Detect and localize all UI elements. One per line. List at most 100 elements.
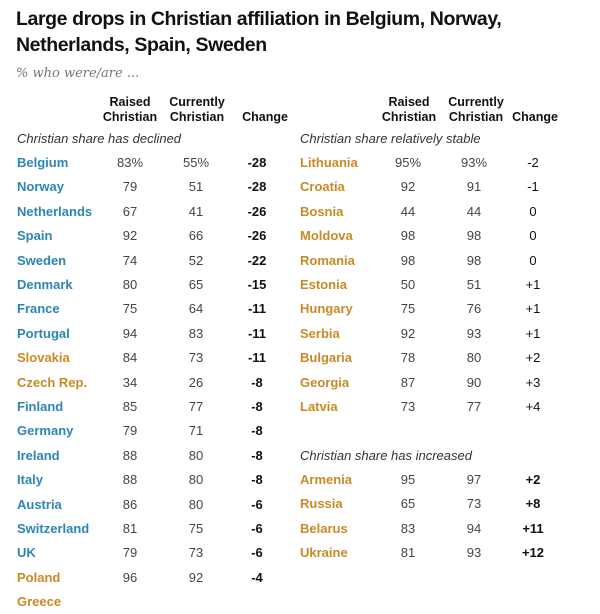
- currently-christian-value: 94: [466, 520, 482, 536]
- currently-christian-value: 97: [466, 472, 482, 487]
- country-name: Lithuania: [300, 155, 358, 170]
- change-value: -26: [247, 228, 267, 244]
- currently-christian-value: 80: [188, 496, 204, 512]
- raised-christian-value: 92: [400, 179, 416, 195]
- change-value: 0: [529, 228, 537, 244]
- section-label-increased: Christian share has increased: [300, 448, 472, 463]
- table-row: Netherlands 67 41 -26: [17, 200, 297, 224]
- change-value: +1: [525, 301, 541, 317]
- raised-christian-value: 73: [400, 399, 416, 414]
- raised-christian-value: 98: [400, 228, 416, 244]
- change-value: +11: [522, 520, 544, 536]
- change-value: -28: [247, 179, 267, 195]
- currently-christian-value: 52: [188, 252, 204, 268]
- country-name: Latvia: [300, 399, 338, 414]
- change-value: +4: [525, 399, 541, 414]
- currently-christian-value: 64: [188, 301, 204, 317]
- table-row: Sweden 74 52 -22: [17, 249, 297, 273]
- country-name: Romania: [300, 252, 355, 268]
- table-row: Spain 92 66 -26: [17, 224, 297, 248]
- currently-christian-value: 73: [188, 545, 204, 561]
- table-row: Italy 88 80 -8: [17, 468, 297, 492]
- table-row: Ireland 88 80 -8: [17, 444, 297, 468]
- raised-christian-value: 44: [400, 203, 416, 219]
- table-row: France 75 64 -11: [17, 297, 297, 321]
- section-label-stable: Christian share relatively stable: [300, 131, 481, 146]
- currently-christian-value: 83: [188, 325, 204, 341]
- change-value: -4: [251, 569, 263, 585]
- table-row: Croatia 92 91 -1: [300, 175, 580, 199]
- change-value: -22: [247, 252, 267, 268]
- raised-christian-value: 88: [122, 472, 138, 488]
- change-value: -6: [251, 521, 263, 536]
- currently-christian-value: 65: [188, 277, 204, 292]
- currently-christian-value: 77: [188, 399, 204, 414]
- currently-christian-value: 93: [466, 325, 482, 341]
- table-row: Slovakia 84 73 -11: [17, 346, 297, 370]
- country-name: Slovakia: [17, 350, 70, 366]
- header-raised-line2: Christian: [102, 110, 158, 124]
- change-value: -8: [251, 472, 263, 488]
- table-row: Serbia 92 93 +1: [300, 322, 580, 346]
- country-name: Czech Rep.: [17, 374, 88, 390]
- country-name: Armenia: [300, 472, 353, 487]
- currently-christian-value: 93: [466, 545, 482, 561]
- raised-christian-value: 81: [400, 545, 416, 561]
- table-row: Poland 96 92 -4: [17, 566, 297, 590]
- raised-christian-value: 74: [122, 252, 138, 268]
- raised-christian-value: 75: [400, 301, 416, 317]
- country-name: Spain: [17, 228, 53, 244]
- country-name: Ireland: [17, 447, 60, 463]
- country-name: Austria: [17, 496, 62, 512]
- currently-christian-value: 73: [466, 496, 482, 512]
- chart-title: Large drops in Christian affiliation in …: [16, 8, 502, 56]
- change-value: -11: [247, 325, 267, 341]
- header-current-left: Currently Christian: [163, 95, 231, 125]
- raised-christian-value: 84: [122, 350, 138, 366]
- table-row: Ukraine 81 93 +12: [300, 541, 580, 565]
- table-row: UK 79 73 -6: [17, 541, 297, 565]
- change-value: -8: [251, 447, 263, 463]
- currently-christian-value: 41: [188, 203, 204, 219]
- header-current-line2: Christian: [169, 110, 225, 124]
- raised-christian-value: 79: [122, 179, 138, 195]
- currently-christian-value: 73: [188, 350, 204, 366]
- raised-christian-value: 67: [122, 203, 138, 219]
- country-name: Moldova: [300, 228, 353, 244]
- change-value: -6: [251, 496, 263, 512]
- table-row: Denmark 80 65 -15: [17, 273, 297, 297]
- change-value: -8: [251, 399, 263, 414]
- header-current-right: Currently Christian: [442, 95, 510, 125]
- raised-christian-value: 79: [122, 423, 138, 439]
- currently-christian-value: 80: [466, 350, 482, 366]
- change-value: -8: [251, 374, 263, 390]
- header-raised-left: Raised Christian: [100, 95, 160, 125]
- currently-christian-value: 91: [466, 179, 482, 195]
- raised-christian-value: 92: [122, 228, 138, 244]
- currently-christian-value: 26: [188, 374, 204, 390]
- header-current-line1: Currently: [169, 95, 225, 109]
- currently-christian-value: 51: [188, 179, 204, 195]
- header-current-line2: Christian: [448, 110, 504, 124]
- raised-christian-value: 83: [400, 520, 416, 536]
- raised-christian-value: 83%: [116, 155, 144, 170]
- change-value: -8: [251, 423, 263, 439]
- currently-christian-value: 66: [188, 228, 204, 244]
- country-name: Sweden: [17, 252, 67, 268]
- country-name: Finland: [17, 399, 64, 414]
- change-value: -6: [251, 545, 263, 561]
- table-row: Greece: [17, 590, 297, 614]
- country-name: Portugal: [17, 325, 70, 341]
- raised-christian-value: 95: [400, 472, 416, 487]
- table-row: Estonia 50 51 +1: [300, 273, 580, 297]
- country-name: Belarus: [300, 520, 348, 536]
- table-row: Belgium 83% 55% -28: [17, 151, 297, 175]
- change-value: -28: [247, 155, 267, 170]
- change-value: -1: [527, 179, 539, 195]
- currently-christian-value: 44: [466, 203, 482, 219]
- raised-christian-value: 86: [122, 496, 138, 512]
- country-name: Italy: [17, 472, 44, 488]
- table-row: Latvia 73 77 +4: [300, 395, 580, 419]
- raised-christian-value: 79: [122, 545, 138, 561]
- raised-christian-value: 87: [400, 374, 416, 390]
